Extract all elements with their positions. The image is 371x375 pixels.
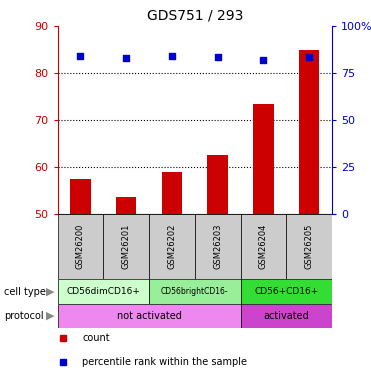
Text: CD56dimCD16+: CD56dimCD16+ [66, 287, 140, 296]
Bar [103, 214, 149, 279]
Text: GSM26205: GSM26205 [305, 224, 313, 269]
Text: CD56+CD16+: CD56+CD16+ [254, 287, 318, 296]
Bar [207, 155, 228, 214]
Text: GSM26204: GSM26204 [259, 224, 268, 269]
Bar [149, 279, 240, 304]
Bar [162, 172, 182, 214]
Text: count: count [82, 333, 110, 343]
Bar [149, 214, 195, 279]
Bar [70, 178, 91, 214]
Bar [286, 214, 332, 279]
Point [123, 55, 129, 61]
Point [260, 57, 266, 63]
Bar [253, 104, 274, 214]
Text: activated: activated [263, 311, 309, 321]
Text: GSM26203: GSM26203 [213, 224, 222, 269]
Point [78, 53, 83, 59]
Text: CD56brightCD16-: CD56brightCD16- [161, 287, 229, 296]
Text: ▶: ▶ [46, 311, 54, 321]
Bar [58, 279, 149, 304]
Text: GSM26200: GSM26200 [76, 224, 85, 269]
Bar [116, 197, 137, 214]
Bar [240, 279, 332, 304]
Text: cell type: cell type [4, 286, 46, 297]
Text: GSM26202: GSM26202 [167, 224, 176, 269]
Bar [195, 214, 240, 279]
Point [306, 54, 312, 60]
Title: GDS751 / 293: GDS751 / 293 [147, 8, 243, 22]
Point [169, 53, 175, 59]
Text: protocol: protocol [4, 311, 43, 321]
Point [215, 54, 221, 60]
Text: percentile rank within the sample: percentile rank within the sample [82, 357, 247, 367]
Text: ▶: ▶ [46, 286, 54, 297]
Bar [299, 50, 319, 214]
Bar [58, 214, 103, 279]
Bar [58, 304, 240, 328]
Text: GSM26201: GSM26201 [122, 224, 131, 269]
Text: not activated: not activated [116, 311, 181, 321]
Bar [240, 304, 332, 328]
Bar [240, 214, 286, 279]
